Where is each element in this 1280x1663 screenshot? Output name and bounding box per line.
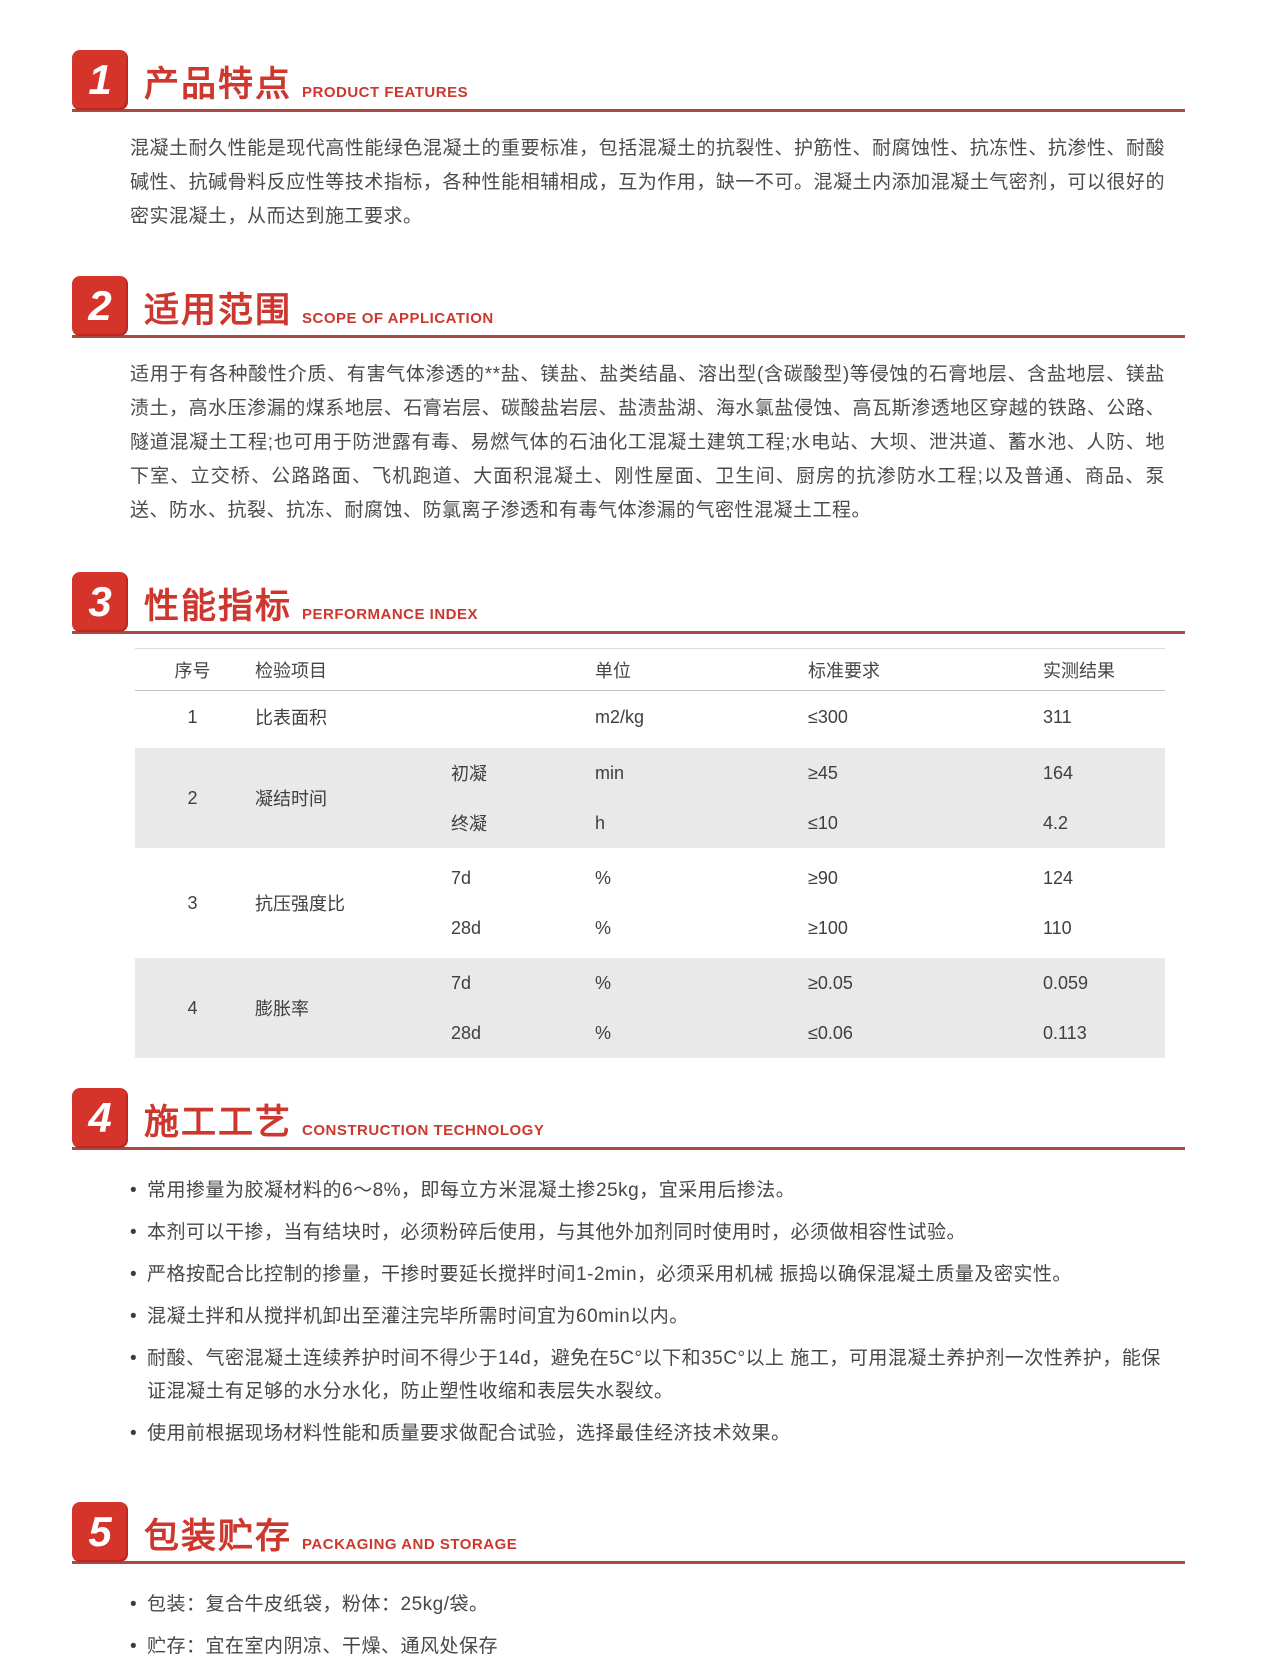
col-header-item: 检验项目: [255, 660, 327, 681]
col-header-no: 序号: [174, 660, 211, 681]
cell-unit: m2/kg: [595, 706, 645, 727]
section-4-number-badge: 4: [72, 1088, 128, 1148]
section-4-title-zh: 施工工艺: [144, 1103, 293, 1142]
cell-result: 0.059: [1043, 972, 1089, 993]
section-5-number-badge: 5: [72, 1502, 128, 1562]
bullet-item: 耐酸、气密混凝土连续养护时间不得少于14d，避免在5C°以下和35C°以上 施工…: [130, 1342, 1165, 1408]
col-header-unit: 单位: [595, 660, 631, 681]
section-1-header: 1 产品特点 PRODUCT FEATURES: [72, 50, 1185, 112]
cell-sub: 7d: [451, 972, 472, 993]
table-row-group: 4 膨胀率 7d % ≥0.05 0.059 28d % ≤0.06 0.113: [135, 958, 1165, 1058]
cell-no: 4: [187, 997, 198, 1018]
cell-result: 4.2: [1043, 812, 1069, 833]
section-scope-of-application: 2 适用范围 SCOPE OF APPLICATION 适用于有各种酸性介质、有…: [72, 276, 1185, 528]
performance-table: 序号 检验项目 单位 标准要求 实测结果 1 比表面积 m2/kg ≤300 3…: [135, 648, 1165, 1058]
cell-unit: h: [595, 812, 606, 833]
cell-sub: 7d: [451, 867, 472, 888]
bullet-item: 使用前根据现场材料性能和质量要求做配合试验，选择最佳经济技术效果。: [130, 1417, 1165, 1450]
cell-result: 110: [1043, 917, 1072, 938]
section-2-header: 2 适用范围 SCOPE OF APPLICATION: [72, 276, 1185, 338]
col-header-result: 实测结果: [1043, 660, 1115, 681]
section-1-number-badge: 1: [72, 50, 128, 110]
section-4-title-en: CONSTRUCTION TECHNOLOGY: [302, 1122, 545, 1139]
cell-standard: ≤300: [808, 706, 848, 727]
section-construction-technology: 4 施工工艺 CONSTRUCTION TECHNOLOGY 常用掺量为胶凝材料…: [72, 1088, 1185, 1450]
cell-unit: %: [595, 917, 612, 938]
cell-sub: 初凝: [451, 764, 487, 784]
section-2-number-badge: 2: [72, 276, 128, 336]
cell-sub: 28d: [451, 1022, 482, 1043]
cell-result: 311: [1043, 706, 1072, 727]
section-packaging-and-storage: 5 包装贮存 PACKAGING AND STORAGE 包装：复合牛皮纸袋，粉…: [72, 1502, 1185, 1663]
table-header-row: 序号 检验项目 单位 标准要求 实测结果: [135, 649, 1165, 691]
cell-standard: ≤10: [808, 812, 838, 833]
section-2-title-zh: 适用范围: [144, 291, 293, 330]
cell-standard: ≥100: [808, 917, 848, 938]
table-row: 1 比表面积 m2/kg ≤300 311: [135, 691, 1165, 743]
section-4-header: 4 施工工艺 CONSTRUCTION TECHNOLOGY: [72, 1088, 1185, 1150]
bullet-item: 严格按配合比控制的掺量，干掺时要延长搅拌时间1-2min，必须采用机械 振捣以确…: [130, 1258, 1165, 1291]
cell-unit: %: [595, 1022, 612, 1043]
section-1-title-zh: 产品特点: [144, 65, 293, 104]
col-header-standard: 标准要求: [808, 660, 880, 681]
table-row-group: 2 凝结时间 初凝 min ≥45 164 终凝 h ≤10 4.2: [135, 748, 1165, 848]
cell-unit: %: [595, 867, 612, 888]
cell-sub: 28d: [451, 917, 482, 938]
cell-standard: ≥90: [808, 867, 838, 888]
table-row-group: 3 抗压强度比 7d % ≥90 124 28d % ≥100 110: [135, 853, 1165, 953]
cell-no: 1: [187, 706, 198, 727]
section-5-title-zh: 包装贮存: [144, 1517, 293, 1556]
section-5-header: 5 包装贮存 PACKAGING AND STORAGE: [72, 1502, 1185, 1564]
bullet-item: 包装：复合牛皮纸袋，粉体：25kg/袋。: [130, 1588, 1165, 1621]
section-3-title-zh: 性能指标: [144, 587, 293, 626]
section-product-features: 1 产品特点 PRODUCT FEATURES 混凝土耐久性能是现代高性能绿色混…: [72, 50, 1185, 234]
section-1-body: 混凝土耐久性能是现代高性能绿色混凝土的重要标准，包括混凝土的抗裂性、护筋性、耐腐…: [130, 138, 1165, 227]
cell-item: 比表面积: [255, 708, 327, 728]
section-2-title-en: SCOPE OF APPLICATION: [302, 310, 494, 327]
section-3-title-en: PERFORMANCE INDEX: [302, 606, 479, 623]
section-3-header: 3 性能指标 PERFORMANCE INDEX: [72, 572, 1185, 634]
construction-bullet-list: 常用掺量为胶凝材料的6～8%，即每立方米混凝土掺25kg，宜采用后掺法。 本剂可…: [130, 1174, 1165, 1450]
bullet-item: 贮存：宜在室内阴凉、干燥、通风处保存: [130, 1630, 1165, 1663]
cell-unit: min: [595, 762, 625, 783]
section-5-title-en: PACKAGING AND STORAGE: [302, 1536, 518, 1553]
bullet-item: 常用掺量为胶凝材料的6～8%，即每立方米混凝土掺25kg，宜采用后掺法。: [130, 1174, 1165, 1207]
cell-result: 164: [1043, 762, 1074, 783]
cell-standard: ≥45: [808, 762, 838, 783]
cell-unit: %: [595, 972, 612, 993]
packaging-bullet-list: 包装：复合牛皮纸袋，粉体：25kg/袋。 贮存：宜在室内阴凉、干燥、通风处保存: [130, 1588, 1165, 1663]
cell-result: 0.113: [1043, 1022, 1087, 1043]
bullet-item: 混凝土拌和从搅拌机卸出至灌注完毕所需时间宜为60min以内。: [130, 1300, 1165, 1333]
section-2-body: 适用于有各种酸性介质、有害气体渗透的**盐、镁盐、盐类结晶、溶出型(含碳酸型)等…: [130, 364, 1165, 521]
cell-no: 3: [187, 892, 198, 913]
section-performance-index: 3 性能指标 PERFORMANCE INDEX 序号 检验项目 单位 标准要求…: [72, 572, 1185, 1058]
cell-item: 凝结时间: [255, 789, 327, 809]
cell-sub: 终凝: [451, 814, 487, 834]
cell-item: 膨胀率: [255, 999, 309, 1019]
cell-no: 2: [187, 787, 198, 808]
cell-standard: ≤0.06: [808, 1022, 853, 1043]
cell-item: 抗压强度比: [255, 894, 345, 914]
section-1-title-en: PRODUCT FEATURES: [302, 84, 469, 101]
bullet-item: 本剂可以干掺，当有结块时，必须粉碎后使用，与其他外加剂同时使用时，必须做相容性试…: [130, 1216, 1165, 1249]
cell-result: 124: [1043, 867, 1074, 888]
section-3-number-badge: 3: [72, 572, 128, 632]
cell-standard: ≥0.05: [808, 972, 853, 993]
